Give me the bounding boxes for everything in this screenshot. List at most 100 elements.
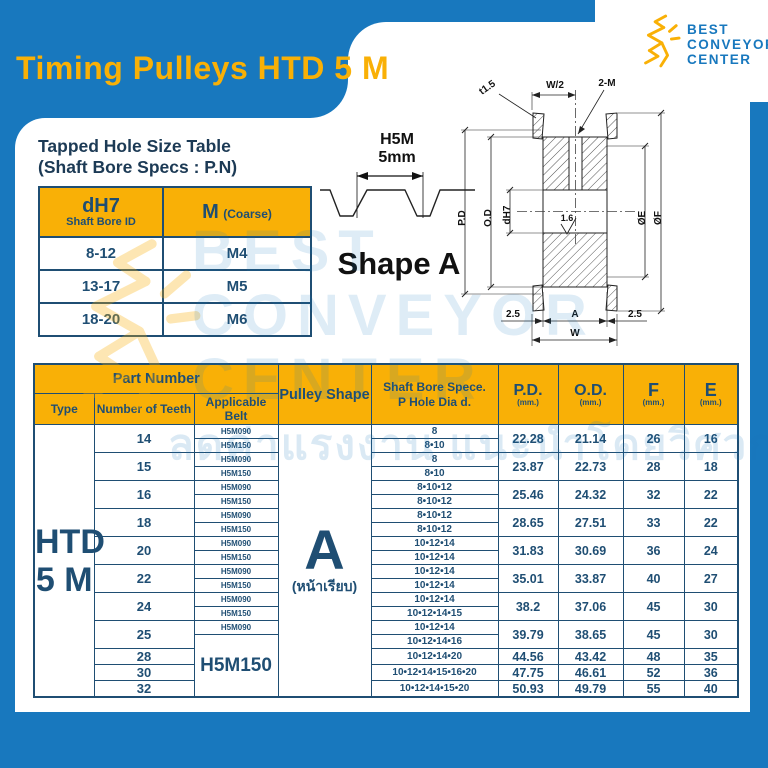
bore-cell: 10•12•14•15•20 (370, 680, 499, 698)
e-cell: 30 (683, 620, 739, 649)
belt-cell: H5M090 (193, 508, 279, 523)
header-f-label: F (648, 379, 660, 400)
e-cell: 36 (683, 664, 739, 681)
dim-w-label: W (570, 328, 580, 339)
tapped-bore-value: 13-17 (38, 269, 164, 304)
e-cell: 40 (683, 680, 739, 698)
bore-cell: 8•10 (370, 466, 499, 481)
type-line1: HTD (35, 522, 105, 561)
f-cell: 36 (622, 536, 685, 565)
pd-cell: 28.65 (497, 508, 559, 537)
pulley-technical-drawing: P.D O.D dH7 ØE ØF W/2 t1.5 2-M (457, 78, 665, 346)
dim-a-label: A (571, 309, 578, 320)
bore-cell: 8•10•12 (370, 494, 499, 509)
tapped-thread-value: M4 (162, 236, 312, 271)
bore-cell: 8•10•12 (370, 508, 499, 523)
pd-cell: 25.46 (497, 480, 559, 509)
pd-cell: 39.79 (497, 620, 559, 649)
pd-cell: 22.28 (497, 424, 559, 453)
belt-cell: H5M090 (193, 620, 279, 635)
e-cell: 30 (683, 592, 739, 621)
tapped-hole-table: dH7 Shaft Bore ID M (Coarse) 8-12 M4 13-… (38, 186, 312, 337)
belt-cell: H5M150 (193, 466, 279, 481)
tapped-title-line2: (Shaft Bore Specs : P.N) (38, 157, 238, 177)
table-row: 16 H5M090 8•10•12 25.46 24.32 32 22 (34, 480, 739, 509)
f-cell: 32 (622, 480, 685, 509)
header-f: F (mm.) (622, 363, 685, 425)
goat-logo-icon (644, 14, 681, 68)
table-row: H5M150 10•12•14 (34, 578, 738, 593)
belt-cell: H5M150 (193, 578, 279, 593)
pd-cell: 23.87 (497, 452, 559, 481)
f-cell: 28 (622, 452, 685, 481)
od-cell: 49.79 (557, 680, 624, 698)
dim-2m-label: 2-M (598, 78, 615, 89)
page-title: Timing Pulleys HTD 5 M (16, 50, 390, 86)
table-row: 32 10•12•14•15•20 50.93 49.79 55 40 (34, 680, 739, 698)
tapped-header-bore-sub: Shaft Bore ID (66, 216, 136, 228)
teeth-cell: 22 (93, 564, 195, 593)
header-od: O.D. (mm.) (557, 363, 624, 425)
header-pd: P.D. (mm.) (497, 363, 559, 425)
header-part-number: Part Number (33, 363, 279, 394)
e-cell: 35 (683, 648, 739, 665)
dim-whalf-label: W/2 (546, 80, 564, 91)
teeth-cell: 28 (93, 648, 195, 665)
tapped-row: 8-12 M4 (38, 236, 312, 271)
f-cell: 52 (622, 664, 685, 681)
tapped-header-thread-main: M (202, 200, 219, 223)
e-cell: 22 (683, 508, 739, 537)
f-cell: 48 (622, 648, 685, 665)
bore-cell: 10•12•14 (370, 620, 499, 635)
bore-cell: 8 (370, 452, 499, 467)
table-row: 25 H5M090 10•12•14 39.79 38.65 45 30 (34, 620, 739, 649)
header-number-of-teeth: Number of Teeth (93, 393, 195, 425)
brand-line-3: CENTER (687, 52, 752, 67)
bore-cell: 8•10•12 (370, 480, 499, 495)
pulley-shape-letter: A (304, 517, 345, 581)
od-cell: 43.42 (557, 648, 624, 665)
belt-cell: H5M090 (193, 424, 279, 439)
teeth-cell: 15 (93, 452, 195, 481)
table-row: 30 10•12•14•15•16•20 47.75 46.61 52 36 (34, 664, 739, 681)
header-pd-label: P.D. (513, 381, 543, 399)
teeth-cell: 25 (93, 620, 195, 649)
f-cell: 33 (622, 508, 685, 537)
table-row: H5M150 8•10 (34, 466, 738, 481)
header-e-label: E (704, 379, 717, 400)
table-row: 15 H5M090 8 23.87 22.73 28 18 (34, 452, 739, 481)
od-cell: 30.69 (557, 536, 624, 565)
bore-cell: 10•12•14 (370, 536, 499, 551)
tapped-header-bore-main: dH7 (82, 195, 120, 217)
table-row: 20 H5M090 10•12•14 31.83 30.69 36 24 (34, 536, 739, 565)
dim-e-label: ØE (637, 210, 648, 225)
bore-cell: 10•12•14 (370, 550, 499, 565)
header-band: Timing Pulleys HTD 5 M (0, 0, 389, 118)
f-cell: 55 (622, 680, 685, 698)
header-pulley-shape: Pulley Shape (277, 363, 372, 425)
bore-cell: 8 (370, 424, 499, 439)
belt-cell: H5M090 (193, 564, 279, 579)
pulley-shape-thai: (หน้าเรียบ) (291, 577, 358, 594)
brand-line-1: BEST (687, 22, 730, 37)
type-cell: HTD 5 M (33, 424, 105, 698)
merged-belt-cell: H5M150 (193, 634, 279, 698)
logo-box: BEST CONVEYOR CENTER (595, 0, 768, 102)
belt-cell: H5M090 (193, 592, 279, 607)
type-line2: 5 M (35, 560, 93, 599)
od-cell: 46.61 (557, 664, 624, 681)
belt-cell: H5M150 (193, 494, 279, 509)
od-cell: 22.73 (557, 452, 624, 481)
brand-wordmark: BEST CONVEYOR CENTER (687, 22, 768, 67)
header-od-label: O.D. (574, 381, 607, 399)
bore-cell: 10•12•14 (370, 564, 499, 579)
header-e: E (mm.) (683, 363, 739, 425)
header-applicable-belt: Applicable Belt (193, 393, 279, 425)
tapped-header-thread: M (Coarse) (162, 186, 312, 238)
tapped-title-line1: Tapped Hole Size Table (38, 136, 231, 156)
profile-code-label: H5M (380, 131, 414, 148)
teeth-cell: 30 (93, 664, 195, 681)
belt-cell: H5M090 (193, 536, 279, 551)
dim-25l-label: 2.5 (506, 309, 520, 320)
